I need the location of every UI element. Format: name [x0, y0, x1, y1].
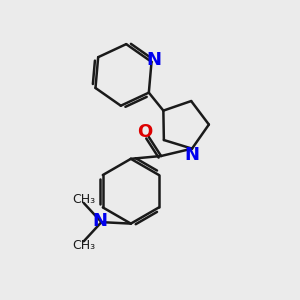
Text: N: N	[184, 146, 200, 164]
Text: CH₃: CH₃	[72, 238, 95, 252]
Text: O: O	[138, 123, 153, 141]
Text: N: N	[146, 51, 161, 69]
Text: CH₃: CH₃	[72, 193, 95, 206]
Text: N: N	[92, 212, 107, 230]
